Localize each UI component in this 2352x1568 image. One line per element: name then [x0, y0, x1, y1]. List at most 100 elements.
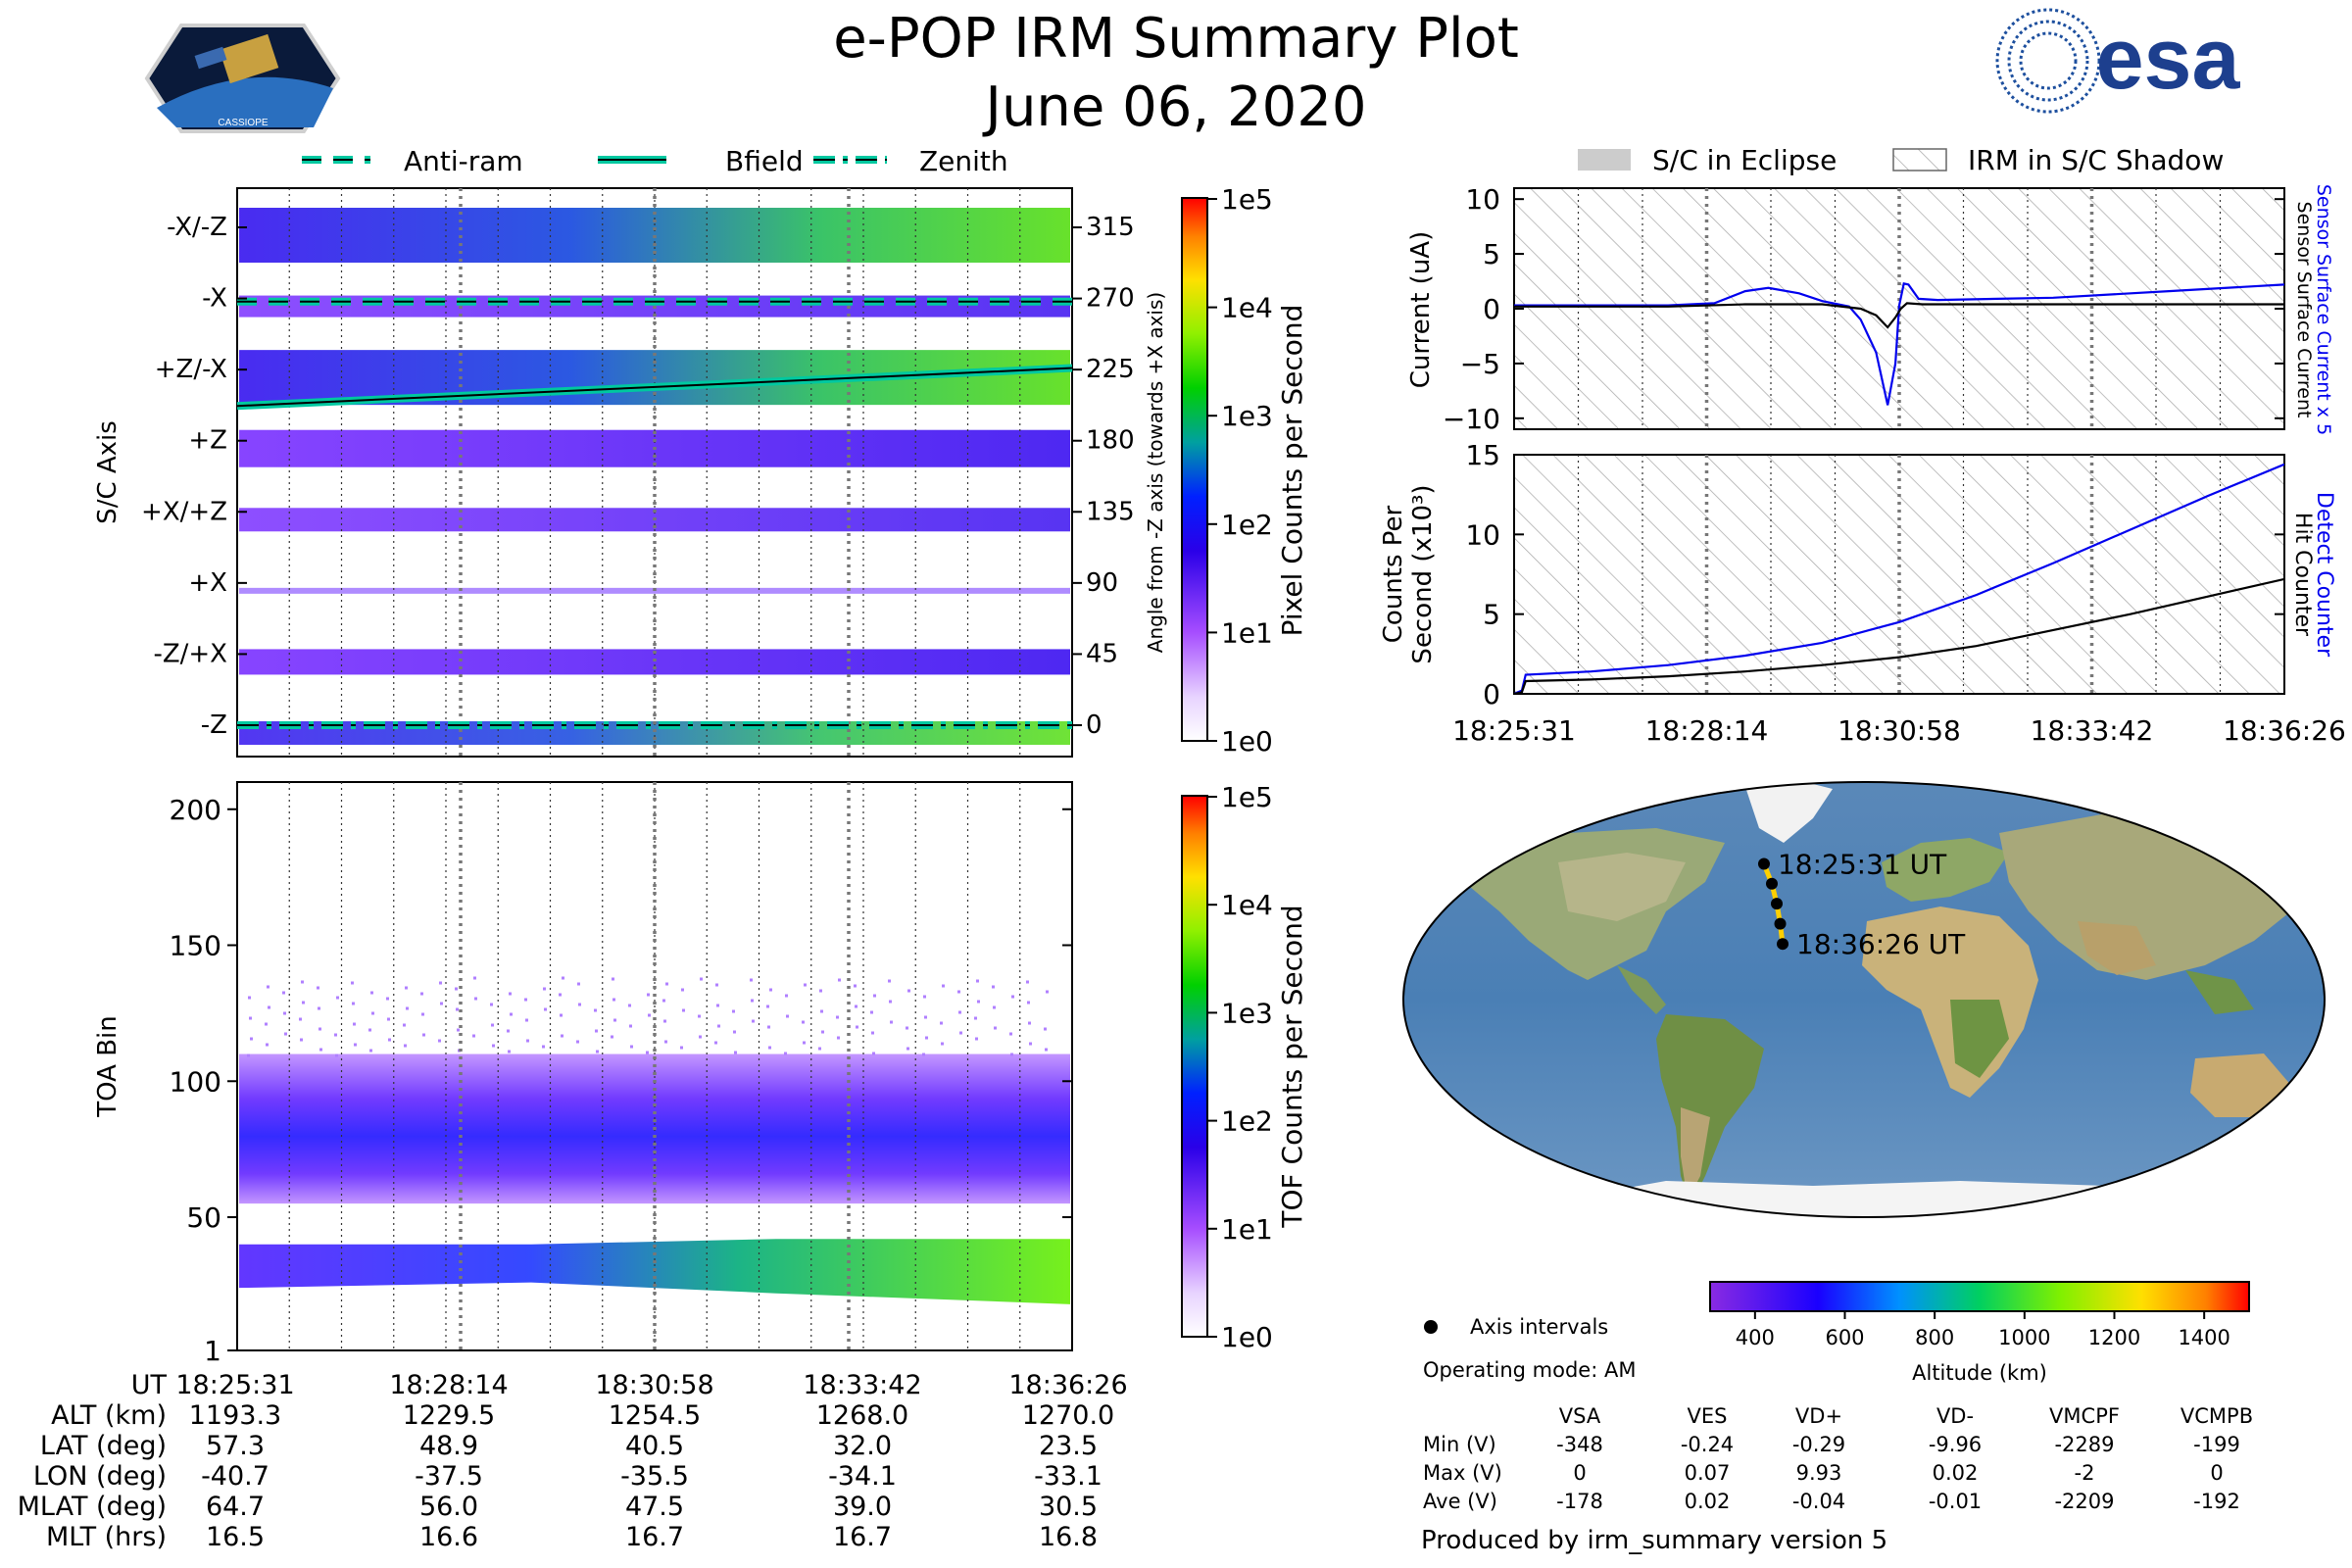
volt-cell-2-5: -192: [2193, 1490, 2240, 1513]
altitude-tick-5: 1400: [2178, 1326, 2230, 1349]
legend-zenith: Zenith: [919, 145, 1008, 177]
altitude-tick-3: 1000: [1998, 1326, 2050, 1349]
info-cell-4-2: 47.5: [625, 1492, 684, 1522]
pixel-colorbar-tick-4: 1e1: [1221, 616, 1273, 649]
info-cell-1-0: 1193.3: [189, 1400, 281, 1431]
info-cell-5-1: 16.6: [419, 1522, 478, 1552]
volt-cell-0-2: -0.29: [1792, 1433, 1845, 1456]
sc-angle-tick-0: 315: [1086, 213, 1135, 242]
sc-axis-tick-1: -X: [202, 284, 227, 314]
orbit-info-table: UT 18:25:31 18:28:14 18:30:58 18:33:42 18:36:…: [18, 1370, 1128, 1552]
volt-header-1: VES: [1688, 1404, 1728, 1428]
info-cell-0-1: 18:28:14: [389, 1370, 508, 1400]
plot-date: June 06, 2020: [982, 75, 1366, 139]
volt-header-2: VD+: [1795, 1404, 1842, 1428]
info-cell-4-1: 56.0: [419, 1492, 478, 1522]
series-hit-counter: [1514, 577, 2284, 694]
tof-colorbar-tick-2: 1e3: [1221, 997, 1273, 1029]
info-cell-3-3: -34.1: [828, 1461, 897, 1492]
voltage-table: VSA VES VD+ VD- VMCPF VCMPB Min (V) -348 -0.24 -0…: [1423, 1404, 2253, 1513]
altitude-tick-1: 600: [1825, 1326, 1864, 1349]
map-notes: Axis intervals Operating mode: AM: [1423, 1315, 1636, 1382]
tof-counts-colorbar: [1181, 795, 1208, 1338]
tof-colorbar-tick-5: 1e0: [1221, 1321, 1273, 1353]
sc-angle-tick-4: 135: [1086, 497, 1135, 526]
volt-row-label-1: Max (V): [1423, 1461, 1502, 1485]
ytick-current-plot-4: −10: [1443, 403, 1500, 435]
tof-colorbar-tick-4: 1e1: [1221, 1213, 1273, 1246]
sc-axis-tick-5: +X: [188, 568, 227, 598]
track-point-3: [1774, 917, 1787, 930]
info-cell-4-3: 39.0: [833, 1492, 892, 1522]
axis-intervals-marker: [1424, 1320, 1438, 1334]
volt-cell-0-0: -348: [1556, 1433, 1603, 1456]
info-cell-1-3: 1268.0: [816, 1400, 908, 1431]
info-row-label-4: MLAT (deg): [18, 1492, 167, 1522]
volt-header-0: VSA: [1559, 1404, 1601, 1428]
info-cell-3-2: -35.5: [620, 1461, 689, 1492]
esa-logo-text: esa: [2096, 10, 2241, 107]
operating-mode: Operating mode: AM: [1423, 1358, 1636, 1382]
pixel-colorbar-tick-0: 1e5: [1221, 183, 1273, 216]
volt-cell-0-3: -9.96: [1929, 1433, 1982, 1456]
info-cell-2-0: 57.3: [206, 1431, 265, 1461]
track-point-2: [1771, 898, 1784, 910]
ytick-counts-plot-3: 0: [1483, 678, 1500, 710]
info-cell-1-4: 1270.0: [1022, 1400, 1114, 1431]
toa-ytick-1: 150: [170, 930, 221, 962]
pixel-counts-colorbar-label: Pixel Counts per Second: [1276, 305, 1308, 637]
info-cell-1-1: 1229.5: [403, 1400, 495, 1431]
altitude-tick-0: 400: [1736, 1326, 1775, 1349]
volt-cell-1-3: 0.02: [1933, 1461, 1979, 1485]
axis-intervals-label: Axis intervals: [1470, 1315, 1608, 1339]
altitude-tick-2: 800: [1915, 1326, 1954, 1349]
sc-axis-tick-0: -X/-Z: [167, 213, 227, 242]
altitude-label: Altitude (km): [1912, 1361, 2047, 1385]
sc-angle-tick-2: 225: [1086, 355, 1135, 384]
legend-eclipse: S/C in Eclipse: [1652, 144, 1837, 176]
ytick-counts-plot-2: 5: [1483, 599, 1500, 631]
info-cell-0-3: 18:33:42: [803, 1370, 921, 1400]
tof-colorbar-tick-3: 1e2: [1221, 1105, 1273, 1138]
volt-cell-2-2: -0.04: [1792, 1490, 1845, 1513]
info-row-label-5: MLT (hrs): [46, 1522, 167, 1552]
info-cell-5-0: 16.5: [206, 1522, 265, 1552]
plot-title: e-POP IRM Summary Plot: [833, 7, 1519, 71]
toa-ytick-4: 1: [204, 1335, 221, 1367]
sc-angle-tick-5: 90: [1086, 568, 1118, 598]
track-end-label: 18:36:26 UT: [1796, 928, 1966, 960]
sc-angle-tick-1: 270: [1086, 284, 1135, 314]
shadow-legend: S/C in Eclipse IRM in S/C Shadow: [1578, 144, 2224, 176]
sc-angle-tick-7: 0: [1086, 710, 1102, 740]
counts-ylabel-line2: Second (x10³): [1408, 484, 1438, 663]
legend-bfield: Bfield: [725, 145, 804, 177]
volt-cell-1-4: -2: [2075, 1461, 2095, 1485]
volt-cell-2-0: -178: [1556, 1490, 1603, 1513]
series-sensor-surface-current-x-5: [1514, 281, 2284, 406]
volt-cell-0-5: -199: [2193, 1433, 2240, 1456]
toa-ytick-0: 200: [170, 794, 221, 826]
volt-cell-1-5: 0: [2210, 1461, 2223, 1485]
info-cell-3-0: -40.7: [201, 1461, 270, 1492]
pixel-colorbar-tick-5: 1e0: [1221, 725, 1273, 758]
info-cell-4-4: 30.5: [1039, 1492, 1098, 1522]
info-cell-1-2: 1254.5: [609, 1400, 701, 1431]
counts-right-label-black: Hit Counter: [2290, 513, 2315, 637]
legend-shadow-swatch: [1892, 148, 1947, 172]
altitude-colorbar-group: 400 600 800 1000 1200 1400 Altitude (km): [1709, 1281, 2250, 1385]
info-cell-5-2: 16.7: [625, 1522, 684, 1552]
volt-cell-1-2: 9.93: [1796, 1461, 1842, 1485]
info-cell-5-3: 16.7: [833, 1522, 892, 1552]
info-cell-2-1: 48.9: [419, 1431, 478, 1461]
pixel-colorbar-tick-2: 1e3: [1221, 400, 1273, 432]
sc-angle-tick-6: 45: [1086, 639, 1118, 668]
info-cell-5-4: 16.8: [1039, 1522, 1098, 1552]
altitude-colorbar: [1709, 1281, 2250, 1312]
direction-legend: Anti-ram Bfield Zenith: [302, 145, 1008, 177]
time-tick-0: 18:25:31: [1452, 714, 1576, 747]
volt-cell-1-1: 0.07: [1685, 1461, 1731, 1485]
volt-cell-2-4: -2209: [2054, 1490, 2114, 1513]
volt-header-4: VMCPF: [2049, 1404, 2120, 1428]
